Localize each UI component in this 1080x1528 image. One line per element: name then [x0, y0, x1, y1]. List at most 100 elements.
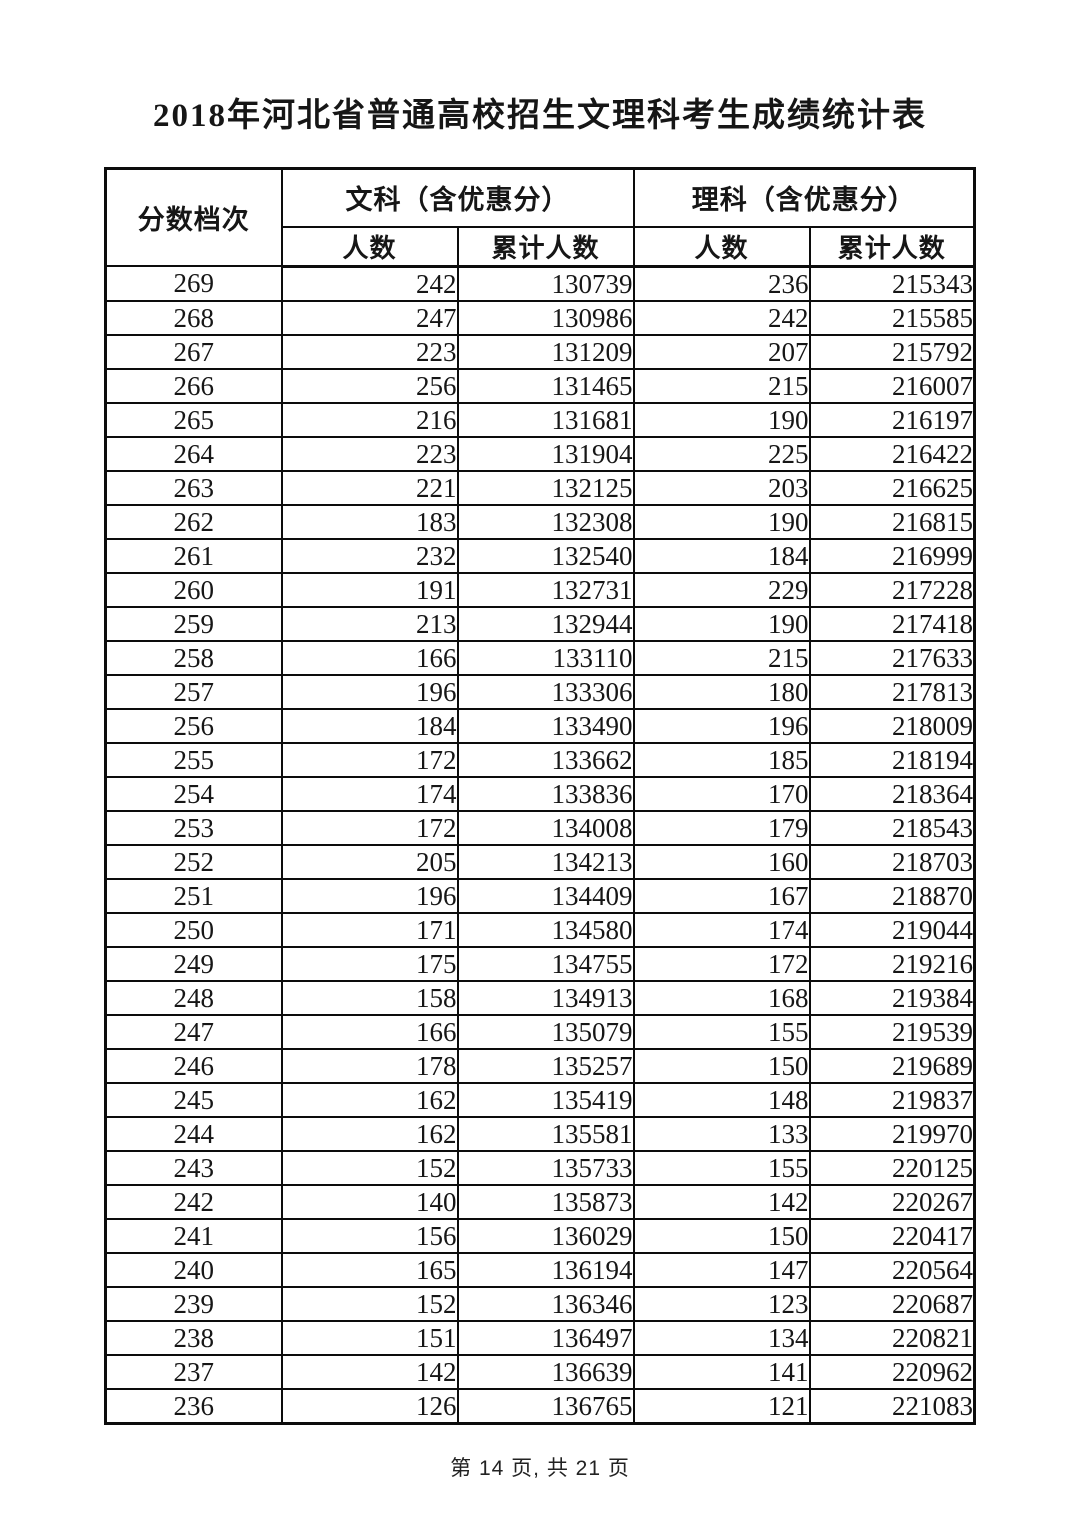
cell-science-count: 225	[632, 435, 811, 472]
cell-science-count: 179	[632, 809, 811, 846]
cell-science-cumulative: 215585	[808, 299, 976, 336]
cell-science-cumulative: 217228	[808, 571, 976, 608]
cell-science-count: 207	[632, 333, 811, 370]
table-row: 237 142 136639 141 220962	[104, 1353, 976, 1390]
cell-liberal-arts-count: 174	[280, 775, 459, 812]
cell-liberal-arts-count: 172	[280, 741, 459, 778]
table-row: 257 196 133306 180 217813	[104, 673, 976, 710]
cell-science-cumulative: 220687	[808, 1285, 976, 1322]
cell-score-level: 240	[104, 1251, 283, 1288]
cell-science-count: 215	[632, 639, 811, 676]
col-header-science: 理科（含优惠分）	[632, 167, 976, 228]
cell-liberal-arts-cumulative: 134755	[456, 945, 635, 982]
cell-score-level: 237	[104, 1353, 283, 1390]
cell-liberal-arts-cumulative: 133306	[456, 673, 635, 710]
table-row: 263 221 132125 203 216625	[104, 469, 976, 506]
table-row: 264 223 131904 225 216422	[104, 435, 976, 472]
table-row: 261 232 132540 184 216999	[104, 537, 976, 574]
cell-liberal-arts-cumulative: 134913	[456, 979, 635, 1016]
cell-liberal-arts-cumulative: 136346	[456, 1285, 635, 1322]
page-title: 2018年河北省普通高校招生文理科考生成绩统计表	[153, 98, 927, 134]
cell-liberal-arts-cumulative: 133490	[456, 707, 635, 744]
cell-science-cumulative: 215792	[808, 333, 976, 370]
cell-liberal-arts-cumulative: 131904	[456, 435, 635, 472]
cell-score-level: 250	[104, 911, 283, 948]
cell-science-count: 190	[632, 503, 811, 540]
table-row: 238 151 136497 134 220821	[104, 1319, 976, 1356]
cell-science-count: 185	[632, 741, 811, 778]
table-row: 245 162 135419 148 219837	[104, 1081, 976, 1118]
cell-liberal-arts-count: 151	[280, 1319, 459, 1356]
cell-liberal-arts-cumulative: 133110	[456, 639, 635, 676]
cell-liberal-arts-cumulative: 132731	[456, 571, 635, 608]
cell-science-count: 148	[632, 1081, 811, 1118]
cell-score-level: 246	[104, 1047, 283, 1084]
cell-science-cumulative: 216422	[808, 435, 976, 472]
cell-liberal-arts-count: 140	[280, 1183, 459, 1220]
cell-liberal-arts-cumulative: 136497	[456, 1319, 635, 1356]
cell-liberal-arts-count: 191	[280, 571, 459, 608]
cell-liberal-arts-cumulative: 136765	[456, 1387, 635, 1424]
cell-science-cumulative: 216007	[808, 367, 976, 404]
cell-science-cumulative: 219216	[808, 945, 976, 982]
cell-liberal-arts-count: 165	[280, 1251, 459, 1288]
cell-liberal-arts-count: 232	[280, 537, 459, 574]
table-row: 265 216 131681 190 216197	[104, 401, 976, 438]
cell-science-cumulative: 218870	[808, 877, 976, 914]
cell-liberal-arts-count: 196	[280, 877, 459, 914]
cell-science-cumulative: 220962	[808, 1353, 976, 1390]
cell-liberal-arts-cumulative: 132540	[456, 537, 635, 574]
cell-science-count: 184	[632, 537, 811, 574]
cell-liberal-arts-cumulative: 133662	[456, 741, 635, 778]
cell-liberal-arts-cumulative: 136029	[456, 1217, 635, 1254]
cell-science-cumulative: 216815	[808, 503, 976, 540]
cell-score-level: 247	[104, 1013, 283, 1050]
cell-liberal-arts-count: 152	[280, 1149, 459, 1186]
table-row: 256 184 133490 196 218009	[104, 707, 976, 744]
col-header-science-cumulative: 累计人数	[808, 225, 976, 268]
table-row: 251 196 134409 167 218870	[104, 877, 976, 914]
cell-score-level: 238	[104, 1319, 283, 1356]
cell-score-level: 243	[104, 1149, 283, 1186]
cell-liberal-arts-count: 156	[280, 1217, 459, 1254]
cell-science-cumulative: 217418	[808, 605, 976, 642]
cell-science-count: 134	[632, 1319, 811, 1356]
cell-score-level: 262	[104, 503, 283, 540]
cell-liberal-arts-cumulative: 131209	[456, 333, 635, 370]
cell-score-level: 248	[104, 979, 283, 1016]
cell-science-count: 190	[632, 605, 811, 642]
cell-science-count: 174	[632, 911, 811, 948]
table-row: 266 256 131465 215 216007	[104, 367, 976, 404]
cell-liberal-arts-count: 223	[280, 333, 459, 370]
cell-score-level: 256	[104, 707, 283, 744]
cell-liberal-arts-count: 205	[280, 843, 459, 880]
cell-liberal-arts-cumulative: 130739	[456, 265, 635, 302]
table-row: 236 126 136765 121 221083	[104, 1387, 976, 1424]
cell-score-level: 253	[104, 809, 283, 846]
cell-science-count: 229	[632, 571, 811, 608]
cell-science-cumulative: 218543	[808, 809, 976, 846]
table-row: 240 165 136194 147 220564	[104, 1251, 976, 1288]
table-row: 253 172 134008 179 218543	[104, 809, 976, 846]
cell-science-cumulative: 215343	[808, 265, 976, 302]
cell-science-count: 172	[632, 945, 811, 982]
cell-score-level: 239	[104, 1285, 283, 1322]
cell-score-level: 263	[104, 469, 283, 506]
cell-science-count: 155	[632, 1149, 811, 1186]
table-row: 267 223 131209 207 215792	[104, 333, 976, 370]
cell-score-level: 259	[104, 605, 283, 642]
cell-score-level: 241	[104, 1217, 283, 1254]
cell-science-count: 150	[632, 1217, 811, 1254]
cell-science-count: 147	[632, 1251, 811, 1288]
cell-score-level: 260	[104, 571, 283, 608]
cell-score-level: 265	[104, 401, 283, 438]
cell-liberal-arts-count: 166	[280, 1013, 459, 1050]
col-header-score-level: 分数档次	[104, 167, 283, 267]
table-row: 268 247 130986 242 215585	[104, 299, 976, 336]
cell-liberal-arts-count: 152	[280, 1285, 459, 1322]
cell-liberal-arts-count: 216	[280, 401, 459, 438]
cell-science-count: 190	[632, 401, 811, 438]
cell-science-count: 123	[632, 1285, 811, 1322]
cell-liberal-arts-cumulative: 135079	[456, 1013, 635, 1050]
